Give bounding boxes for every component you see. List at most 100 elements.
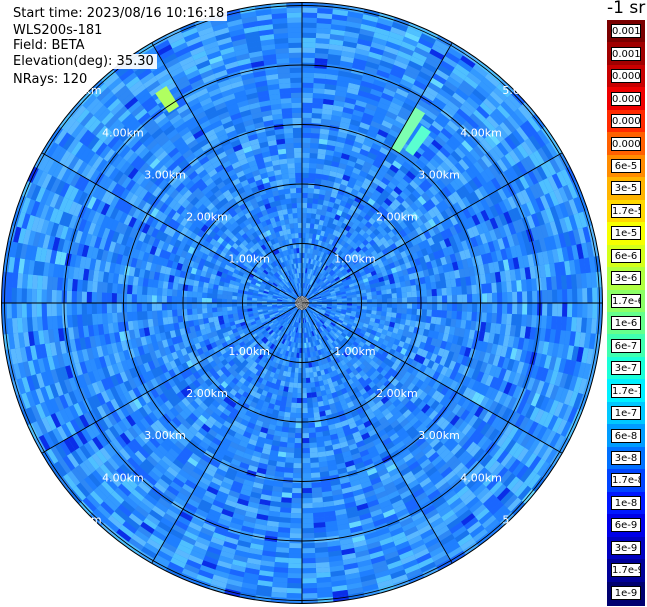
beta-cell — [241, 359, 249, 367]
beta-cell — [287, 351, 292, 357]
beta-cell — [449, 72, 464, 85]
beta-cell — [422, 239, 431, 249]
beta-cell — [489, 364, 498, 377]
beta-cell — [443, 104, 457, 117]
beta-cell — [190, 331, 198, 339]
beta-cell — [435, 202, 445, 213]
beta-cell — [251, 355, 258, 362]
beta-cell — [411, 229, 420, 238]
beta-cell — [155, 333, 162, 342]
beta-cell — [380, 201, 390, 210]
beta-cell — [471, 129, 485, 143]
beta-cell — [285, 401, 292, 408]
beta-cell — [459, 345, 467, 356]
beta-cell — [382, 275, 390, 281]
beta-cell — [411, 368, 420, 377]
beta-cell — [206, 445, 217, 455]
beta-cell — [402, 256, 410, 264]
beta-cell — [401, 308, 408, 314]
beta-cell — [317, 267, 323, 273]
beta-cell — [554, 329, 561, 344]
beta-cell — [57, 354, 65, 368]
beta-cell — [268, 510, 281, 518]
beta-cell — [342, 345, 349, 352]
beta-cell — [356, 255, 363, 262]
beta-cell — [395, 508, 409, 519]
beta-cell — [551, 276, 558, 290]
beta-cell — [457, 231, 466, 242]
beta-cell — [316, 204, 323, 210]
beta-cell — [302, 232, 306, 238]
beta-cell — [295, 311, 298, 317]
beta-cell — [153, 433, 164, 445]
beta-cell — [287, 305, 293, 308]
beta-cell — [220, 358, 229, 367]
beta-cell — [381, 420, 391, 429]
beta-cell — [302, 197, 308, 203]
beta-cell — [461, 285, 468, 295]
beta-cell — [355, 48, 370, 57]
beta-cell — [305, 317, 308, 323]
beta-cell — [343, 282, 349, 287]
beta-cell — [332, 494, 344, 501]
beta-cell — [326, 419, 335, 426]
beta-cell — [313, 512, 325, 519]
beta-cell — [359, 318, 365, 324]
beta-cell — [233, 331, 240, 338]
beta-cell — [407, 303, 413, 309]
beta-cell — [314, 239, 319, 245]
beta-cell — [456, 311, 463, 320]
beta-cell — [302, 92, 314, 98]
beta-cell — [379, 124, 391, 134]
beta-cell — [204, 432, 215, 442]
beta-cell — [398, 340, 405, 348]
beta-cell — [395, 115, 408, 126]
beta-cell — [178, 436, 189, 447]
beta-cell — [432, 97, 447, 109]
beta-cell — [370, 270, 377, 277]
beta-cell — [400, 263, 407, 271]
beta-cell — [377, 101, 390, 111]
beta-cell — [446, 474, 460, 486]
beta-cell — [379, 384, 387, 393]
beta-cell — [104, 518, 120, 533]
beta-cell — [453, 112, 467, 125]
beta-cell — [289, 533, 302, 539]
beta-cell — [472, 303, 478, 313]
beta-cell — [492, 190, 503, 203]
beta-cell — [237, 329, 244, 335]
beta-cell — [243, 330, 250, 336]
beta-cell — [299, 317, 302, 324]
beta-cell — [67, 470, 81, 486]
beta-cell — [361, 296, 368, 300]
beta-cell — [277, 317, 283, 322]
beta-cell — [257, 508, 270, 516]
beta-cell — [374, 569, 391, 579]
beta-cell — [376, 306, 383, 312]
beta-cell — [454, 147, 466, 159]
beta-cell — [152, 408, 162, 420]
beta-cell — [210, 504, 224, 514]
beta-cell — [475, 125, 489, 139]
beta-cell — [238, 315, 244, 320]
beta-cell — [358, 236, 366, 243]
beta-cell — [469, 148, 482, 162]
beta-cell — [248, 365, 255, 372]
beta-cell — [354, 252, 361, 259]
beta-cell — [516, 126, 529, 142]
beta-cell — [395, 224, 404, 233]
beta-cell — [338, 327, 344, 333]
beta-cell — [292, 483, 302, 489]
beta-cell — [422, 114, 435, 125]
beta-cell — [456, 485, 470, 498]
beta-cell — [350, 335, 357, 342]
beta-cell — [437, 529, 453, 542]
beta-cell — [471, 463, 485, 477]
beta-cell — [298, 322, 300, 328]
beta-cell — [167, 561, 184, 573]
beta-cell — [432, 497, 447, 509]
beta-cell — [388, 337, 396, 344]
beta-cell — [481, 154, 493, 168]
beta-cell — [269, 500, 282, 508]
beta-cell — [365, 235, 373, 243]
